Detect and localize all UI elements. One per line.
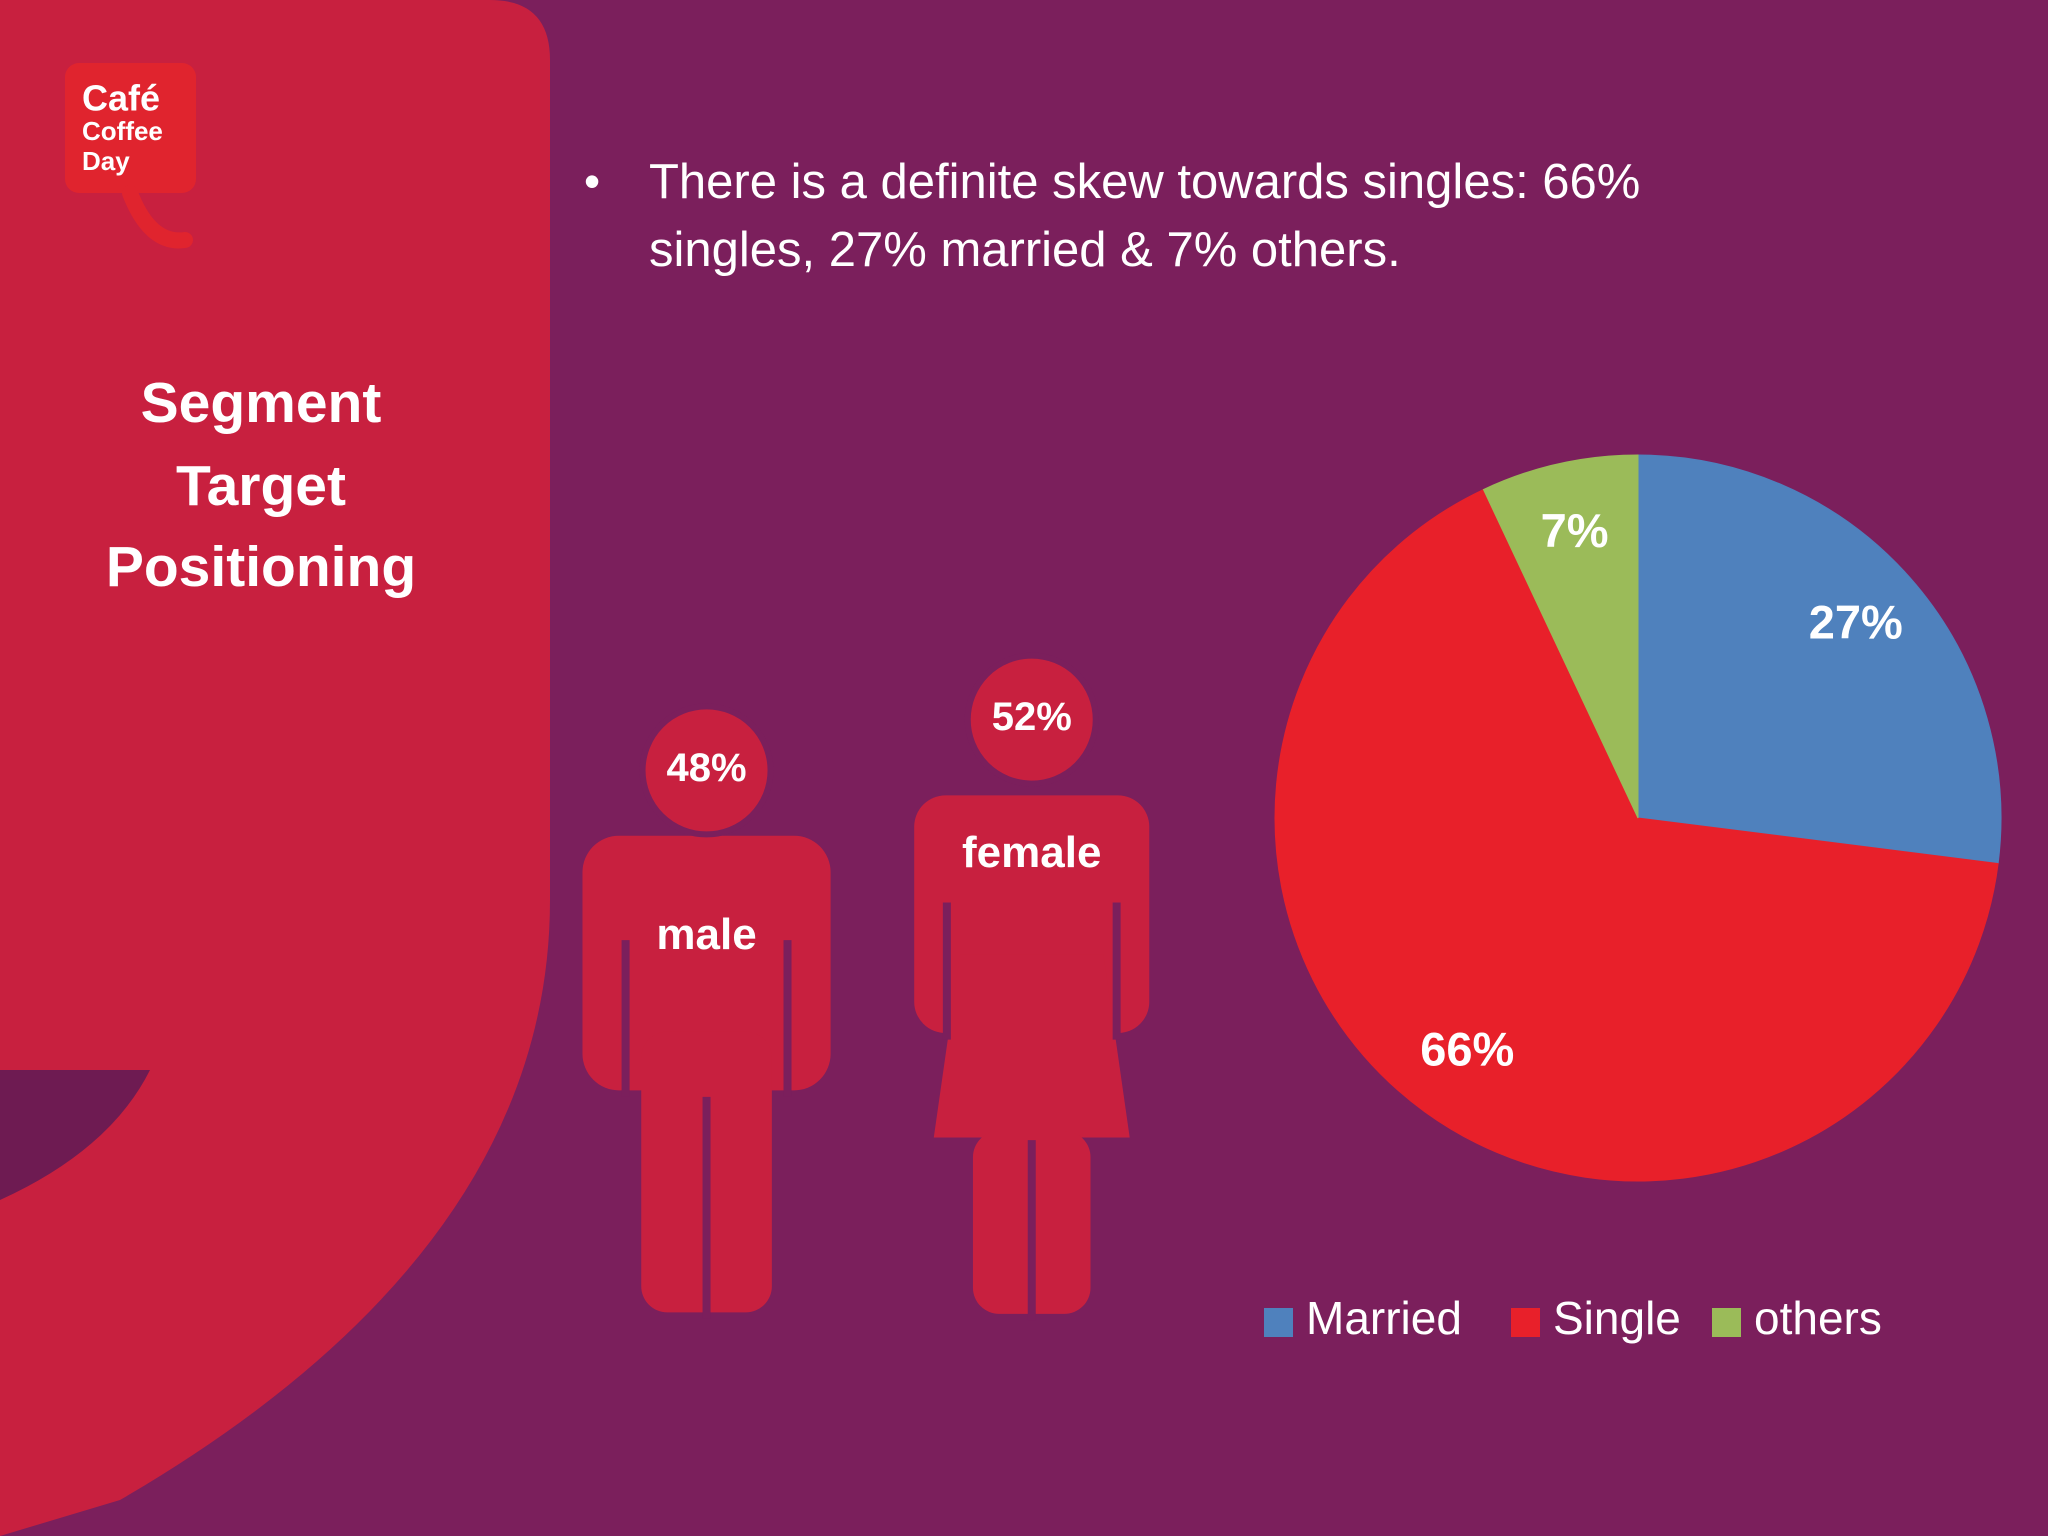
legend-swatch [1511,1308,1540,1337]
figure-body [582,835,831,1091]
slide-title: Positioning [106,535,416,599]
bullet-marker: • [584,155,600,207]
logo-text: Café [82,78,160,119]
brand-panel [0,0,550,1536]
pie-value-label: 7% [1541,504,1609,557]
bullet-text: singles, 27% married & 7% others. [649,223,1401,277]
logo-tail [122,185,193,249]
legend-label: Married [1306,1292,1462,1344]
figure-label: female [962,828,1101,877]
pie-value-label: 66% [1420,1022,1514,1075]
logo-text: Coffee [82,116,163,146]
panel-notch [0,1070,150,1200]
legend-label: Single [1553,1292,1681,1344]
legend-swatch [1264,1308,1293,1337]
pie-slice [1637,454,2002,865]
figure-value-label: 52% [992,695,1072,739]
pie-slice [1482,454,1639,819]
figure-head [964,652,1099,787]
pie-value-label: 27% [1809,595,1903,648]
figure-label: male [656,910,756,959]
logo-box [65,63,196,193]
legend-swatch [1712,1308,1741,1337]
pie-slice [1274,488,1999,1182]
bullet-text: There is a definite skew towards singles… [649,155,1640,209]
logo-text: Day [82,146,130,176]
figure-skirt [933,954,1130,1138]
slide-title: Target [176,454,346,518]
slide-title: Segment [141,371,382,435]
figure-value-label: 48% [667,746,747,790]
figure-head [639,703,774,838]
legend-label: others [1754,1292,1882,1344]
